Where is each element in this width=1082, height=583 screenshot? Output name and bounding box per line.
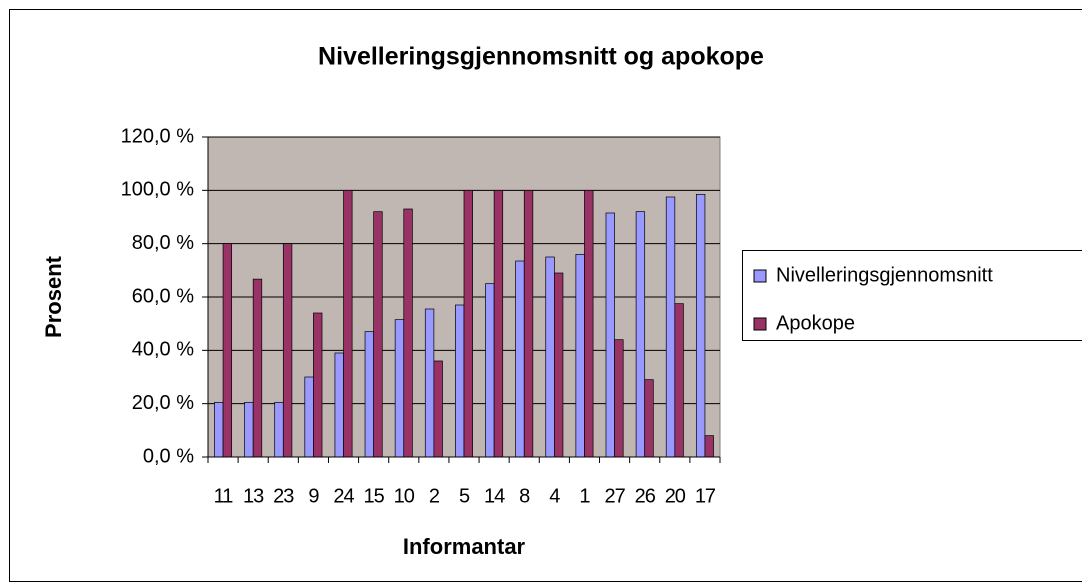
x-tick-label: 15 (364, 485, 385, 507)
bar (575, 253, 585, 458)
y-tick-label: 120,0 % (121, 125, 195, 147)
legend-swatch (753, 269, 767, 283)
bar (424, 308, 435, 458)
bar (605, 212, 615, 458)
bar (545, 256, 555, 458)
x-tick-label: 2 (429, 485, 440, 507)
bar (704, 435, 714, 458)
y-tick-label: 0,0 % (143, 445, 194, 467)
bar (304, 376, 314, 458)
legend-box (742, 250, 1082, 341)
bar (433, 360, 443, 458)
bar (665, 196, 676, 458)
y-tick-label: 60,0 % (132, 285, 194, 307)
y-axis-label: Prosent (41, 255, 66, 338)
x-tick-label: 20 (665, 485, 686, 507)
bar (493, 189, 504, 458)
x-tick-label: 1 (579, 485, 590, 507)
x-tick-label: 17 (695, 485, 716, 507)
legend-label: Apokope (776, 312, 855, 334)
bar (252, 278, 263, 458)
bar (274, 401, 284, 458)
bar (313, 312, 323, 458)
bar (674, 303, 684, 458)
x-tick-label: 27 (604, 485, 625, 507)
x-tick-label: 10 (394, 485, 415, 507)
x-tick-label: 5 (459, 485, 470, 507)
x-tick-label: 4 (549, 485, 560, 507)
bar (554, 272, 564, 458)
x-tick-label: 23 (273, 485, 294, 507)
bar (644, 379, 654, 458)
bar (282, 243, 293, 458)
bar (373, 211, 383, 458)
bar (364, 331, 374, 458)
bar (214, 401, 224, 458)
bar (515, 260, 525, 458)
bar (614, 339, 624, 458)
x-tick-label: 26 (635, 485, 656, 507)
x-tick-label: 13 (243, 485, 264, 507)
x-tick-label: 11 (214, 485, 234, 507)
bar (695, 193, 706, 458)
y-tick-label: 40,0 % (132, 339, 194, 361)
x-tick-label: 24 (333, 485, 354, 507)
bar (455, 304, 465, 458)
bar (343, 189, 353, 458)
legend-swatch (753, 317, 767, 331)
bar (584, 189, 594, 458)
bar (394, 319, 405, 458)
bar (463, 189, 473, 458)
y-tick-label: 80,0 % (132, 232, 194, 254)
bar (403, 208, 413, 458)
legend-label: Nivelleringsgjennomsnitt (776, 264, 993, 286)
y-tick-label: 20,0 % (132, 392, 194, 414)
bar (222, 243, 233, 458)
x-axis-label: Informantar (403, 534, 526, 559)
bar (523, 189, 534, 458)
x-tick-label: 9 (308, 485, 319, 507)
y-tick-label: 100,0 % (121, 179, 195, 201)
x-tick-label: 8 (519, 485, 530, 507)
bar (244, 401, 254, 458)
bar (635, 211, 646, 458)
bar (334, 352, 344, 458)
bar (485, 283, 495, 458)
x-tick-label: 14 (484, 485, 505, 507)
chart-title: Nivelleringsgjennomsnitt og apokope (318, 43, 764, 71)
